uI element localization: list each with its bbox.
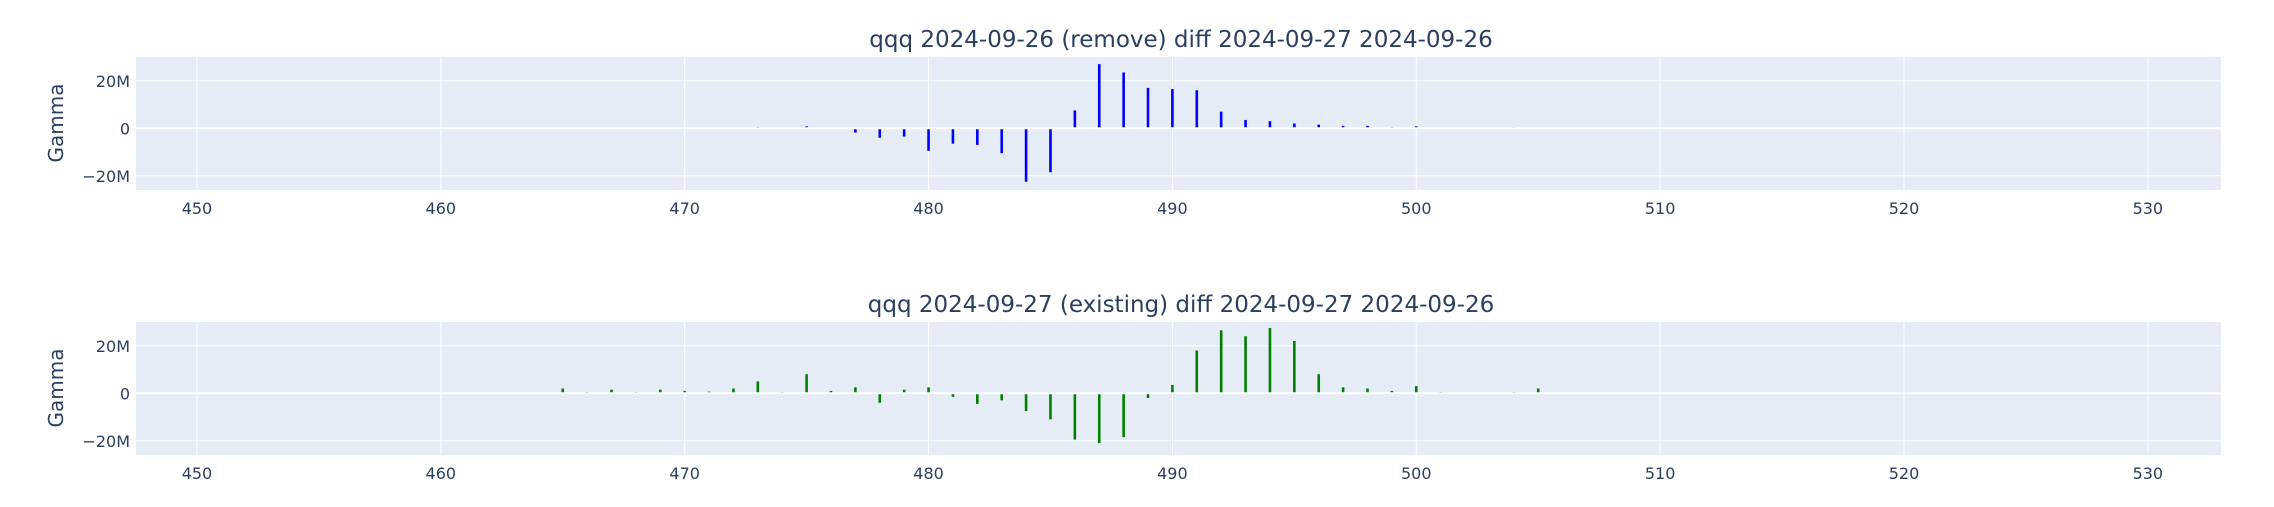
- bar: [1293, 123, 1296, 129]
- bar: [878, 393, 882, 403]
- y-tick-label: −20M: [82, 167, 130, 186]
- x-tick-label: 450: [182, 199, 213, 218]
- bar: [1219, 111, 1223, 129]
- chart-title: qqq 2024-09-26 (remove) diff 2024-09-27 …: [869, 27, 1492, 53]
- bar: [854, 387, 857, 394]
- bar: [1293, 341, 1296, 394]
- bar: [1097, 393, 1101, 444]
- x-tick-label: 450: [182, 464, 213, 483]
- bar: [951, 128, 955, 144]
- plot-area: [136, 57, 2221, 190]
- bar: [1024, 128, 1028, 182]
- bar: [1024, 393, 1028, 412]
- bar: [1073, 110, 1077, 129]
- x-tick-label: 530: [2133, 199, 2164, 218]
- bar: [1317, 374, 1321, 394]
- bar: [1341, 387, 1345, 394]
- x-tick-label: 520: [1889, 199, 1920, 218]
- subplot-remove: qqq 2024-09-26 (remove) diff 2024-09-27 …: [44, 27, 2221, 218]
- x-tick-label: 470: [669, 199, 700, 218]
- x-tick-label: 500: [1401, 199, 1432, 218]
- x-tick-label: 460: [426, 464, 457, 483]
- bar: [1536, 388, 1540, 394]
- bar: [1000, 128, 1004, 154]
- y-axis-label: Gamma: [44, 84, 68, 163]
- bar: [610, 389, 613, 394]
- bar: [561, 388, 565, 394]
- bar: [1244, 336, 1247, 394]
- x-tick-label: 490: [1157, 464, 1188, 483]
- bar: [1268, 327, 1272, 394]
- bar: [1122, 72, 1125, 129]
- bar: [902, 128, 906, 137]
- x-tick-label: 490: [1157, 199, 1188, 218]
- bar: [1366, 388, 1369, 394]
- bar: [1049, 128, 1052, 173]
- bar: [927, 128, 930, 151]
- bar: [1122, 393, 1125, 438]
- bar: [805, 374, 808, 394]
- bar: [1049, 393, 1052, 420]
- bar: [732, 388, 735, 394]
- bar: [1341, 125, 1345, 129]
- y-tick-label: 0: [120, 384, 130, 403]
- bar: [854, 128, 857, 133]
- bar: [951, 393, 955, 397]
- x-tick-label: 510: [1645, 464, 1676, 483]
- y-tick-labels: −20M 0 20M: [82, 337, 130, 451]
- x-tick-labels: 450 460 470 480 490 500 510 520 530: [182, 199, 2163, 218]
- x-tick-label: 510: [1645, 199, 1676, 218]
- bar: [1390, 390, 1394, 394]
- y-tick-labels: −20M 0 20M: [82, 72, 130, 186]
- bar: [1000, 393, 1004, 401]
- bar: [1219, 330, 1223, 394]
- y-tick-label: 20M: [96, 337, 130, 356]
- x-tick-label: 520: [1889, 464, 1920, 483]
- y-axis-label: Gamma: [44, 349, 68, 428]
- bar: [902, 389, 906, 394]
- bar: [1366, 125, 1369, 129]
- bar: [1073, 393, 1077, 440]
- y-tick-label: −20M: [82, 432, 130, 451]
- x-tick-label: 470: [669, 464, 700, 483]
- x-tick-label: 500: [1401, 464, 1432, 483]
- x-tick-label: 480: [913, 464, 944, 483]
- y-tick-label: 20M: [96, 72, 130, 91]
- bar: [1317, 124, 1321, 129]
- chart-title: qqq 2024-09-27 (existing) diff 2024-09-2…: [868, 292, 1494, 318]
- bar: [1171, 89, 1174, 129]
- bar: [976, 128, 979, 145]
- bar: [1244, 119, 1247, 129]
- x-tick-label: 460: [426, 199, 457, 218]
- subplot-existing: qqq 2024-09-27 (existing) diff 2024-09-2…: [44, 292, 2221, 483]
- bar: [1097, 64, 1101, 129]
- y-tick-label: 0: [120, 119, 130, 138]
- bar: [683, 390, 686, 394]
- plot-area: [136, 322, 2221, 455]
- bar: [756, 381, 760, 394]
- bar: [1195, 90, 1199, 129]
- x-tick-label: 480: [913, 199, 944, 218]
- bar: [1195, 350, 1199, 394]
- bar: [976, 393, 979, 404]
- bar: [829, 390, 833, 394]
- bar: [1171, 384, 1174, 394]
- x-tick-labels: 450 460 470 480 490 500 510 520 530: [182, 464, 2163, 483]
- bar: [658, 389, 662, 394]
- bar: [1146, 87, 1150, 129]
- bar: [1414, 386, 1418, 394]
- bar: [878, 128, 882, 138]
- bar: [927, 387, 930, 394]
- bar: [1146, 393, 1150, 398]
- x-tick-label: 530: [2133, 464, 2164, 483]
- bar: [1268, 121, 1272, 129]
